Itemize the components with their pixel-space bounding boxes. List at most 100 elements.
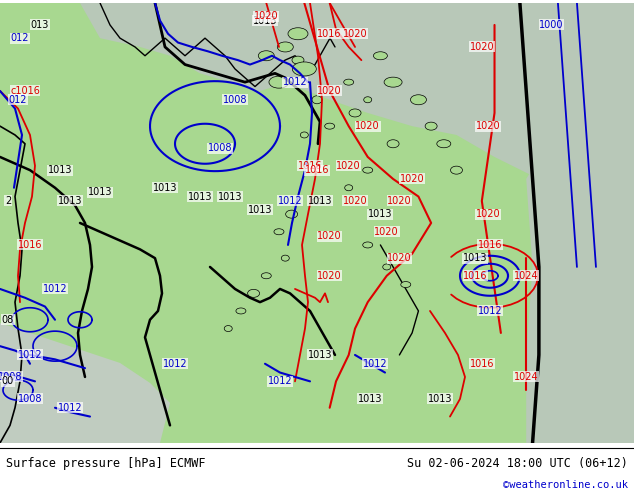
Ellipse shape [345,185,353,191]
Text: 1016: 1016 [470,359,494,369]
Text: 1020: 1020 [356,121,380,131]
Polygon shape [0,323,170,443]
Ellipse shape [274,229,284,235]
Text: 2: 2 [5,196,11,206]
Text: 1013: 1013 [307,350,332,360]
Ellipse shape [364,97,372,103]
Ellipse shape [269,76,289,88]
Text: 1013: 1013 [87,187,112,197]
Text: 1012: 1012 [163,359,187,369]
Text: 1013: 1013 [253,16,277,25]
Ellipse shape [292,56,304,64]
Ellipse shape [383,264,391,270]
Text: 1008: 1008 [18,394,42,404]
Polygon shape [0,333,100,443]
Text: Su 02-06-2024 18:00 UTC (06+12): Su 02-06-2024 18:00 UTC (06+12) [407,457,628,470]
Text: 08: 08 [2,315,14,325]
Text: 1020: 1020 [375,227,399,237]
Text: 1013: 1013 [153,183,178,193]
Polygon shape [0,3,520,443]
Text: 1016: 1016 [298,161,322,171]
Ellipse shape [301,132,308,138]
Text: 1016: 1016 [18,240,42,250]
Ellipse shape [363,242,373,248]
Ellipse shape [281,255,289,261]
Text: 1020: 1020 [387,196,411,206]
Text: 1020: 1020 [343,196,367,206]
Text: 1024: 1024 [514,271,538,281]
Text: 1012: 1012 [42,284,67,294]
Ellipse shape [373,52,387,60]
Text: 1016: 1016 [305,165,329,175]
Polygon shape [526,3,634,443]
Ellipse shape [349,109,361,117]
Ellipse shape [387,140,399,148]
Text: ©weatheronline.co.uk: ©weatheronline.co.uk [503,480,628,490]
Ellipse shape [451,166,462,174]
Text: 1012: 1012 [268,376,292,386]
Text: 1013: 1013 [217,192,242,201]
Text: 1020: 1020 [318,231,342,241]
Text: c1016: c1016 [10,86,40,96]
Text: 1020: 1020 [343,29,367,39]
Ellipse shape [224,325,232,332]
Ellipse shape [261,273,271,279]
Text: 1008: 1008 [0,372,22,382]
Ellipse shape [325,123,335,129]
Ellipse shape [312,96,322,104]
Polygon shape [241,3,634,179]
Text: 1013: 1013 [307,196,332,206]
Text: 1013: 1013 [358,394,382,404]
Text: 1013: 1013 [428,394,452,404]
Text: 1020: 1020 [337,161,361,171]
Text: 1013: 1013 [368,209,392,219]
Ellipse shape [236,308,246,314]
Text: 1013: 1013 [48,165,72,175]
Text: Surface pressure [hPa] ECMWF: Surface pressure [hPa] ECMWF [6,457,206,470]
Text: 1013: 1013 [58,196,82,206]
Ellipse shape [288,28,308,40]
Ellipse shape [410,95,427,105]
Text: 1020: 1020 [254,11,278,21]
Text: 1016: 1016 [463,271,488,281]
Polygon shape [80,3,310,91]
Text: 1013: 1013 [188,192,212,201]
Ellipse shape [286,210,297,218]
Text: 1012: 1012 [283,77,307,87]
Text: 1012: 1012 [18,350,42,360]
Text: 1020: 1020 [318,86,342,96]
Ellipse shape [425,122,437,130]
Ellipse shape [292,62,316,76]
Text: 1012: 1012 [278,196,302,206]
Ellipse shape [363,167,373,173]
Text: 1020: 1020 [318,271,342,281]
Text: 1020: 1020 [476,121,500,131]
Text: 1020: 1020 [400,174,424,184]
Ellipse shape [401,282,411,288]
Ellipse shape [258,51,275,61]
Text: 1012: 1012 [477,306,502,316]
Text: 1020: 1020 [470,42,494,52]
Text: 1016: 1016 [318,29,342,39]
Text: 1008: 1008 [223,95,247,105]
Ellipse shape [277,42,294,52]
Text: 1013: 1013 [248,205,272,215]
Text: 1012: 1012 [58,403,82,413]
Text: 1012: 1012 [363,359,387,369]
Text: 1020: 1020 [476,209,500,219]
Text: 012: 012 [11,33,29,43]
Text: 1024: 1024 [514,372,538,382]
Polygon shape [0,23,634,443]
Text: 1016: 1016 [478,240,502,250]
Ellipse shape [312,198,322,204]
Ellipse shape [248,290,259,297]
Ellipse shape [344,79,354,85]
Ellipse shape [384,77,402,87]
Text: 00: 00 [2,376,14,386]
Text: 1008: 1008 [208,143,232,153]
Text: 1013: 1013 [463,253,488,263]
Text: 1020: 1020 [387,253,411,263]
Text: 1000: 1000 [540,20,564,30]
Text: 013: 013 [31,20,49,30]
Text: 012: 012 [9,95,27,105]
